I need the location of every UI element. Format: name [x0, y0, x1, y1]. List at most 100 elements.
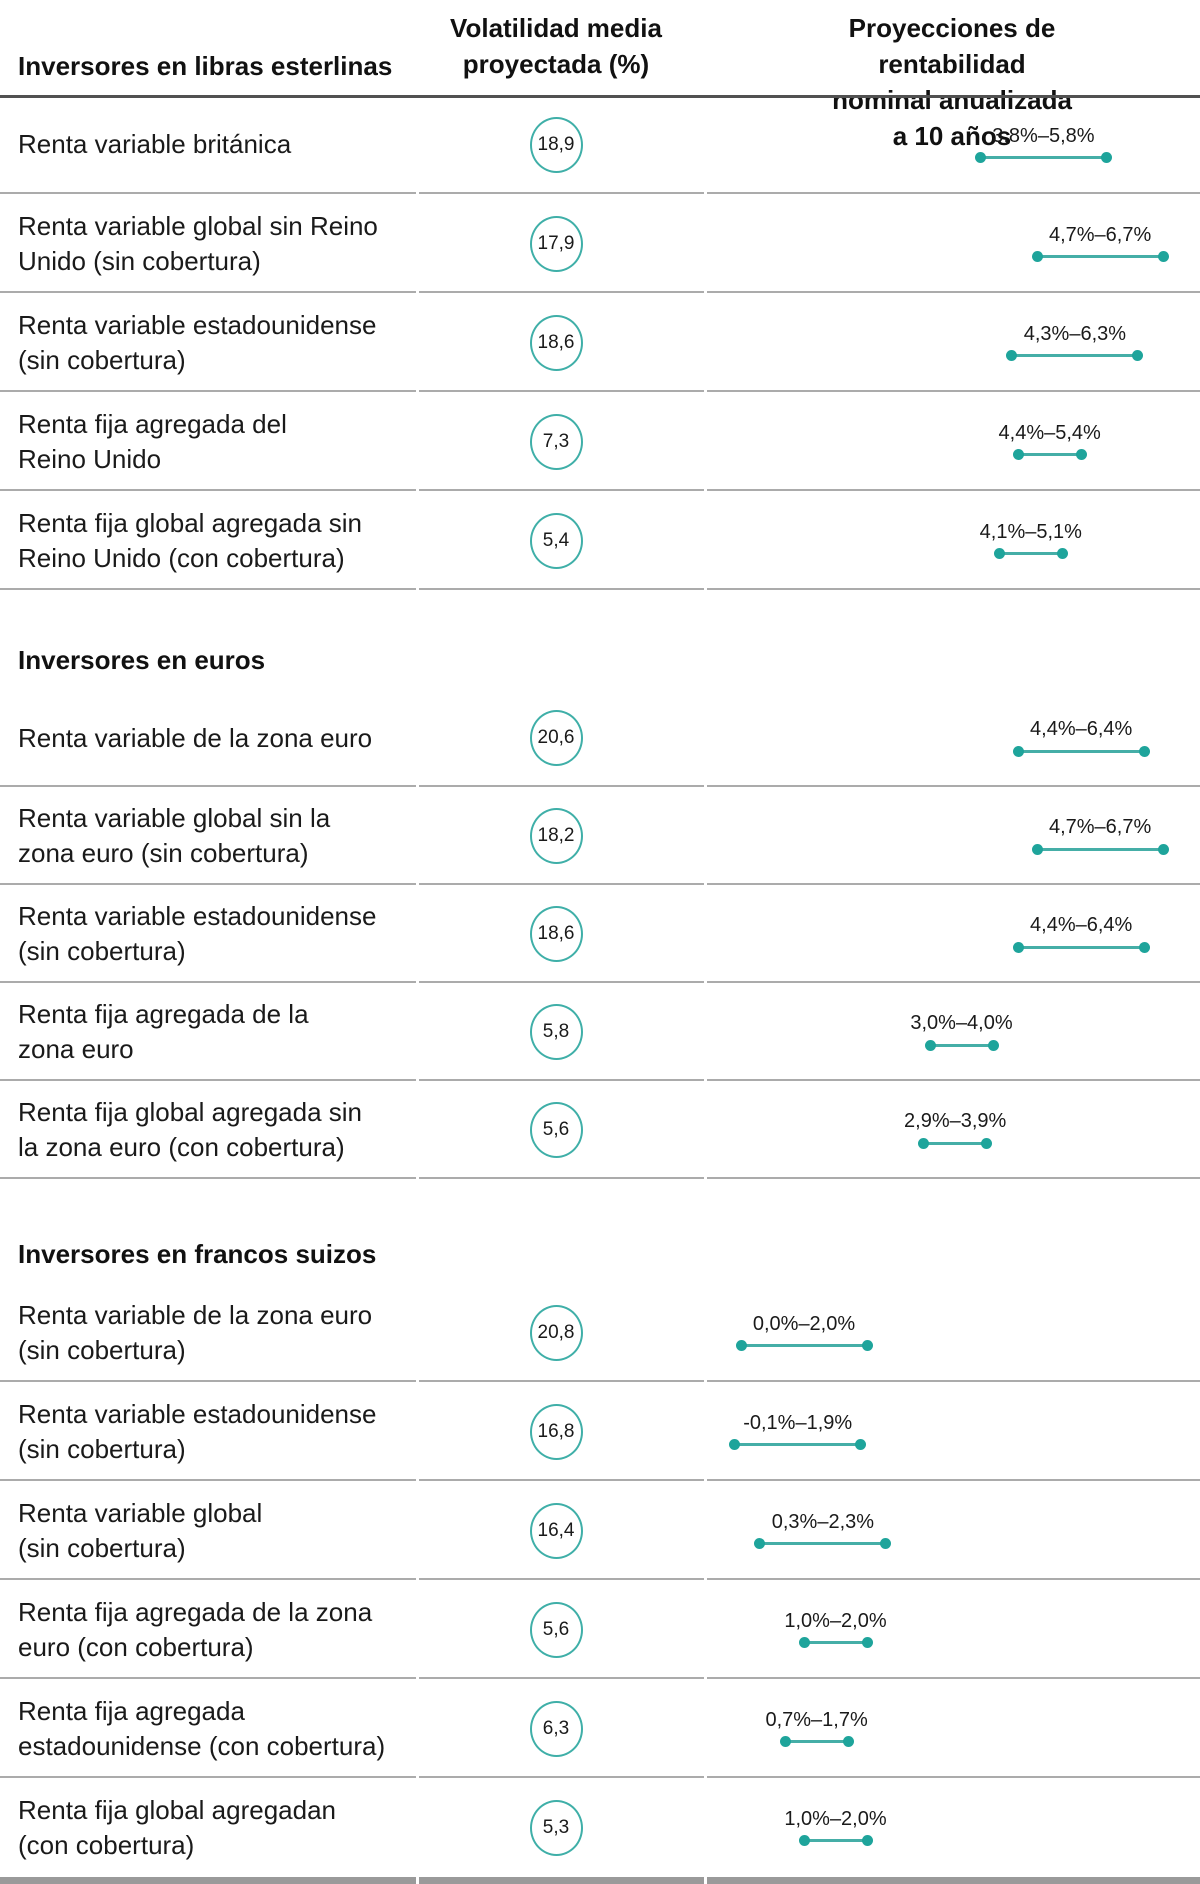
range-bar — [734, 1443, 861, 1446]
asset-label: Renta variable global sin la zona euro (s… — [18, 787, 418, 885]
row-divider — [0, 1380, 416, 1382]
row-divider — [0, 1079, 416, 1081]
range-label: 1,0%–2,0% — [784, 1609, 887, 1632]
row-divider — [419, 1177, 704, 1179]
row-divider — [707, 390, 1200, 392]
row-divider — [707, 1776, 1200, 1778]
row-divider — [0, 1177, 416, 1179]
row-divider — [707, 588, 1200, 590]
asset-label-line: Renta fija agregada de la — [18, 999, 309, 1029]
range-dot-min — [779, 1736, 791, 1747]
row-divider — [707, 1079, 1200, 1081]
asset-label: Renta fija agregada estadounidense (con c… — [18, 1679, 418, 1778]
asset-label: Renta fija agregada del Reino Unido — [18, 392, 418, 491]
row-divider — [0, 1776, 416, 1778]
row-divider — [419, 1479, 704, 1481]
asset-label: Renta fija global agregada sin Reino Unid… — [18, 491, 418, 590]
asset-label-line: (sin cobertura) — [18, 1433, 186, 1464]
range-dot-min — [924, 1039, 936, 1051]
range-label: 4,4%–6,4% — [1030, 914, 1133, 936]
range-label: 1,0%–2,0% — [784, 1807, 887, 1830]
range-bar — [1018, 749, 1145, 753]
range-dot-min — [1031, 251, 1043, 262]
range-bar — [923, 1141, 987, 1145]
volatility-circle: 5,8 — [529, 1004, 583, 1060]
row-divider — [0, 588, 416, 590]
volatility-circle: 17,9 — [529, 215, 583, 272]
row-divider — [419, 1776, 704, 1778]
range-dot-max — [1138, 745, 1150, 757]
bottom-rule — [419, 1877, 704, 1884]
range-bar — [1037, 255, 1164, 258]
section-header: Inversores en euros — [18, 645, 266, 675]
range-bar — [741, 1344, 867, 1347]
row-divider — [419, 291, 704, 293]
row-divider — [707, 291, 1200, 293]
row-divider — [419, 981, 704, 983]
range-bar — [1011, 354, 1138, 357]
volatility-circle: 16,8 — [529, 1403, 583, 1460]
column-header-projections-line2: nominal anualizada a 10 años — [832, 85, 1072, 151]
row-divider — [0, 883, 416, 885]
range-bar — [804, 1641, 867, 1644]
range-dot-min — [798, 1835, 810, 1846]
range-label: 0,0%–2,0% — [752, 1312, 856, 1335]
asset-label: Renta fija agregada de la zona euro — [18, 983, 418, 1081]
range-label: -0,1%–1,9% — [743, 1411, 853, 1434]
asset-label-line: Renta variable global sin Reino — [18, 210, 378, 241]
range-dot-max — [987, 1039, 999, 1051]
range-dot-max — [1157, 843, 1169, 855]
range-label: 4,7%–6,7% — [1048, 223, 1152, 246]
volatility-circle: 16,4 — [529, 1502, 583, 1559]
row-divider — [419, 883, 704, 885]
asset-label-line: Unido (sin cobertura) — [18, 245, 261, 276]
range-dot-min — [735, 1340, 747, 1351]
range-label: 2,9%–3,9% — [904, 1110, 1007, 1132]
asset-label-line: (con cobertura) — [18, 1829, 195, 1860]
asset-label: Renta variable de la zona euro (sin cober… — [18, 1283, 418, 1382]
asset-label-line: Renta variable británica — [18, 129, 292, 159]
volatility-circle: 7,3 — [529, 413, 583, 470]
asset-label: Renta variable británica — [18, 95, 418, 194]
row-divider — [0, 981, 416, 983]
range-label: 4,1%–5,1% — [979, 520, 1082, 543]
column-header-projections: Proyecciones de rentabilidad nominal anu… — [828, 10, 1076, 154]
asset-label: Renta variable de la zona euro — [18, 689, 418, 787]
row-divider — [419, 588, 704, 590]
range-dot-max — [1075, 449, 1087, 460]
volatility-circle: 5,6 — [529, 1102, 583, 1158]
range-label: 4,3%–6,3% — [1023, 322, 1127, 345]
volatility-circle: 18,2 — [529, 808, 583, 864]
asset-label-line: Renta fija agregada — [18, 1695, 245, 1726]
range-dot-min — [1012, 449, 1024, 460]
asset-label-line: la zona euro (con cobertura) — [18, 1132, 345, 1162]
range-dot-max — [1157, 251, 1169, 262]
row-divider — [707, 785, 1200, 787]
row-divider — [0, 291, 416, 293]
asset-label-line: Renta fija agregada de la zona — [18, 1596, 373, 1627]
row-divider — [707, 192, 1200, 194]
volatility-circle: 5,3 — [529, 1799, 583, 1856]
range-dot-min — [1006, 350, 1018, 361]
range-dot-max — [1138, 941, 1150, 953]
range-dot-max — [1100, 152, 1112, 163]
range-dot-max — [880, 1538, 892, 1549]
asset-label: Renta fija agregada de la zona euro (con … — [18, 1580, 418, 1679]
asset-label-line: Renta variable global sin la — [18, 803, 331, 833]
asset-label-line: Renta variable de la zona euro — [18, 1299, 373, 1330]
volatility-circle: 18,6 — [529, 314, 583, 371]
column-header-volatility: Volatilidad media proyectada (%) — [450, 10, 662, 82]
row-divider — [0, 1677, 416, 1679]
range-bar — [930, 1043, 993, 1047]
asset-label-line: (sin cobertura) — [18, 936, 186, 966]
volatility-circle: 5,4 — [529, 512, 583, 569]
row-divider — [707, 489, 1200, 491]
row-divider — [0, 489, 416, 491]
bottom-rule — [707, 1877, 1200, 1884]
asset-label-line: (sin cobertura) — [18, 1532, 186, 1563]
column-header-volatility-line1: Volatilidad media — [450, 13, 662, 43]
row-divider — [419, 1079, 704, 1081]
asset-label-line: Renta variable estadounidense — [18, 309, 377, 340]
row-divider — [707, 1380, 1200, 1382]
asset-label: Renta fija global agregada sin la zona eu… — [18, 1081, 418, 1179]
